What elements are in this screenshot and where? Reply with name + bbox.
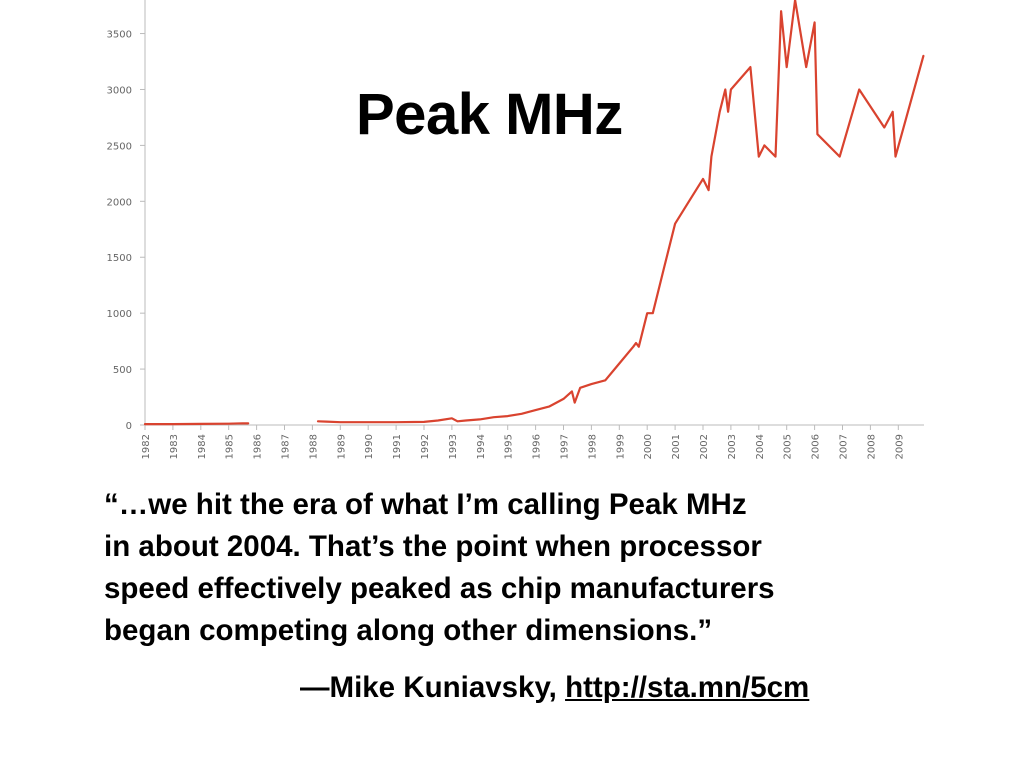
x-tick-label: 2004 (755, 434, 766, 459)
x-tick-label: 1997 (560, 434, 571, 459)
x-tick-label: 2003 (727, 434, 738, 459)
quote-line: speed effectively peaked as chip manufac… (104, 572, 775, 605)
x-tick-label: 2006 (811, 434, 822, 459)
x-tick-label: 1993 (448, 434, 459, 459)
x-tick-label: 1998 (587, 434, 598, 459)
x-tick-label: 1985 (225, 434, 236, 459)
x-tick-label: 2005 (783, 434, 794, 459)
x-tick-label: 2007 (839, 434, 850, 459)
x-tick-label: 1987 (281, 434, 292, 459)
quote-text: “…we hit the era of what I’m calling Pea… (104, 484, 944, 652)
x-tick-label: 1986 (253, 434, 264, 459)
x-tick-label: 1999 (615, 434, 626, 459)
y-tick-label: 500 (113, 365, 132, 376)
x-tick-label: 1983 (169, 434, 180, 459)
quote-line: began competing along other dimensions.” (104, 614, 713, 647)
y-tick-label: 2000 (107, 197, 132, 208)
plot-lines (143, 0, 925, 426)
x-tick-label: 1996 (532, 434, 543, 459)
x-tick-label: 1982 (141, 434, 152, 459)
attribution-author: —Mike Kuniavsky, (300, 671, 566, 704)
quote-line: “…we hit the era of what I’m calling Pea… (104, 488, 747, 521)
x-tick-label: 1990 (364, 434, 375, 459)
quote-line: in about 2004. That’s the point when pro… (104, 530, 762, 563)
series-line (143, 422, 250, 426)
x-tick-label: 2000 (643, 434, 654, 459)
x-tick-label: 1995 (504, 434, 515, 459)
attribution: —Mike Kuniavsky, http://sta.mn/5cm (300, 668, 809, 708)
chart-title: Peak MHz (356, 82, 623, 147)
source-link[interactable]: http://sta.mn/5cm (565, 671, 810, 704)
y-tick-label: 2500 (107, 141, 132, 152)
y-tick-label: 3000 (107, 85, 132, 96)
y-axis: 0 500 1000 1500 2000 2500 3000 3500 (107, 0, 146, 432)
series-line (316, 0, 925, 424)
x-tick-label: 1992 (420, 434, 431, 459)
x-tick-label: 1988 (308, 434, 319, 459)
x-tick-label: 1989 (336, 434, 347, 459)
y-tick-label: 3500 (107, 30, 132, 41)
x-tick-label: 2008 (866, 434, 877, 459)
x-tick-label: 2009 (894, 434, 905, 459)
x-axis: 1982 1983 1984 1985 1986 1987 1988 1989 1990 1991… (141, 424, 924, 459)
x-tick-label: 1984 (197, 434, 208, 459)
x-tick-label: 1994 (476, 434, 487, 459)
y-tick-label: 1500 (107, 253, 132, 264)
y-tick-label: 1000 (107, 309, 132, 320)
x-tick-label: 2001 (671, 434, 682, 459)
y-tick-label: 0 (126, 421, 132, 432)
x-tick-label: 2002 (699, 434, 710, 459)
x-tick-label: 1991 (392, 434, 403, 459)
